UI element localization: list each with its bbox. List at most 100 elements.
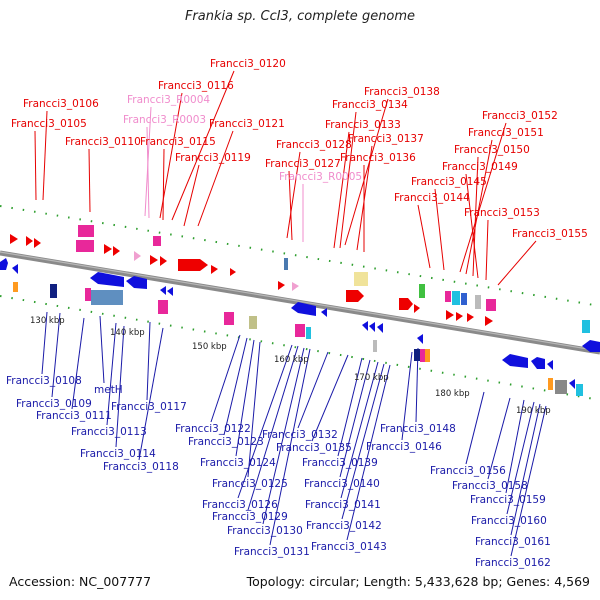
gene-label-bottom: Francci3_0140	[304, 478, 380, 490]
steelblue-feature	[91, 290, 123, 305]
pink-feature	[78, 225, 94, 237]
leader-line	[346, 364, 391, 541]
leader-line	[146, 126, 150, 219]
leader-line	[146, 321, 151, 401]
grey-feature	[475, 295, 481, 309]
grey-feature	[555, 380, 567, 394]
gene-label-bottom: Francci3_0135	[276, 442, 352, 454]
forward-gene	[230, 268, 236, 276]
scale-label: 180 kbp	[435, 389, 470, 399]
leader-line	[340, 361, 379, 499]
leader-line	[210, 334, 241, 423]
reverse-gene	[547, 360, 553, 370]
gene-label-top: Francci3_R0003	[123, 114, 206, 126]
leader-line	[487, 397, 511, 480]
leader-line	[434, 188, 445, 271]
genome-backbone-highlight	[0, 251, 600, 352]
yellow-feature	[354, 272, 368, 286]
reverse-gene	[167, 287, 173, 296]
magenta-feature	[85, 288, 91, 301]
reverse-gene	[417, 334, 423, 344]
leader-line	[465, 173, 479, 279]
forward-gene	[178, 259, 208, 271]
leader-line	[344, 98, 389, 246]
leader-line	[235, 339, 255, 457]
leader-line	[138, 327, 164, 461]
forward-gene	[346, 290, 364, 302]
gene-label-top: Francci3_0150	[454, 144, 530, 156]
gene-label-bottom: Francci3_0159	[470, 494, 546, 506]
pink-feature	[295, 324, 305, 337]
gene-label-bottom: Francci3_0113	[71, 426, 147, 438]
forward-gene	[399, 298, 413, 310]
magenta-feature	[420, 349, 425, 362]
reverse-gene	[0, 258, 8, 270]
gene-label-bottom: Francci3_0130	[227, 525, 303, 537]
cyan-feature	[452, 291, 460, 305]
leader-line	[42, 110, 48, 201]
gene-label-top: Francci3_0116	[158, 80, 234, 92]
scale-label: 160 kbp	[274, 355, 309, 365]
leader-line	[247, 345, 299, 511]
leader-line	[99, 315, 105, 384]
leader-line	[401, 351, 413, 441]
gene-label-bottom: Francci3_0132	[262, 429, 338, 441]
leader-line	[115, 325, 125, 448]
leader-line	[339, 111, 357, 249]
forward-gene	[160, 256, 167, 266]
forward-gene	[150, 255, 158, 265]
pink-feature	[153, 236, 161, 246]
gene-label-top: Francci3_0151	[468, 127, 544, 139]
forward-gene	[446, 310, 454, 320]
leader-line	[341, 363, 385, 520]
leader-line	[505, 399, 525, 494]
scale-label: 130 kbp	[30, 316, 65, 326]
gene-label-top: Francci3_0110	[65, 136, 141, 148]
reverse-gene	[531, 357, 545, 369]
forward-gene	[113, 246, 120, 256]
reverse-gene	[582, 340, 600, 352]
leader-line	[506, 401, 535, 515]
scale-label: 140 kbp	[110, 328, 145, 338]
pink-feature	[158, 300, 168, 314]
forward-gene	[467, 313, 474, 322]
reverse-gene	[362, 321, 368, 331]
leader-line	[162, 148, 165, 221]
leader-line	[288, 170, 293, 241]
leader-line	[465, 391, 485, 465]
gene-label-top: Francci3_0138	[364, 86, 440, 98]
leader-line	[171, 70, 235, 221]
blue-feature	[461, 293, 467, 305]
gene-label-bottom: Francci3_0117	[111, 401, 187, 413]
forward-gene	[34, 238, 41, 248]
leader-line	[71, 317, 85, 410]
gene-label-bottom: Francci3_0108	[6, 375, 82, 387]
gene-label-bottom: Francci3_0156	[430, 465, 506, 477]
map-title: Frankia sp. CcI3, complete genome	[184, 9, 416, 24]
gene-label-top: Francci3_0152	[482, 110, 558, 122]
gene-label-top: Francci3_0155	[512, 228, 588, 240]
leader-line	[262, 347, 305, 525]
forward-gene	[456, 312, 463, 321]
gene-label-top: Francci3_0120	[210, 58, 286, 70]
cyan-feature	[582, 320, 590, 333]
gene-label-top: Francci3_R0004	[127, 94, 210, 106]
gene-label-top: Francci3_0149	[442, 161, 518, 173]
leader-lines	[34, 70, 547, 557]
cyan-feature	[306, 327, 311, 339]
olive-feature	[249, 316, 257, 329]
leader-line	[34, 130, 37, 201]
orange-feature	[13, 282, 18, 292]
reverse-gene	[291, 302, 316, 316]
leader-line	[197, 130, 234, 227]
scale-labels: 130 kbp 140 kbp 150 kbp 160 kbp 170 kbp 180 k…	[30, 316, 551, 416]
leader-line	[88, 148, 91, 213]
gene-label-bottom: Francci3_0111	[36, 410, 112, 422]
cyan-feature	[576, 384, 583, 396]
gene-label-top: Francci3_0145	[411, 176, 487, 188]
forward-gene	[485, 316, 493, 326]
leader-line	[286, 151, 301, 239]
genome-summary-text: Topology: circular; Length: 5,433,628 bp…	[246, 574, 590, 589]
gene-label-top: Francci3_0128	[276, 139, 352, 151]
rna-feature	[292, 282, 299, 291]
